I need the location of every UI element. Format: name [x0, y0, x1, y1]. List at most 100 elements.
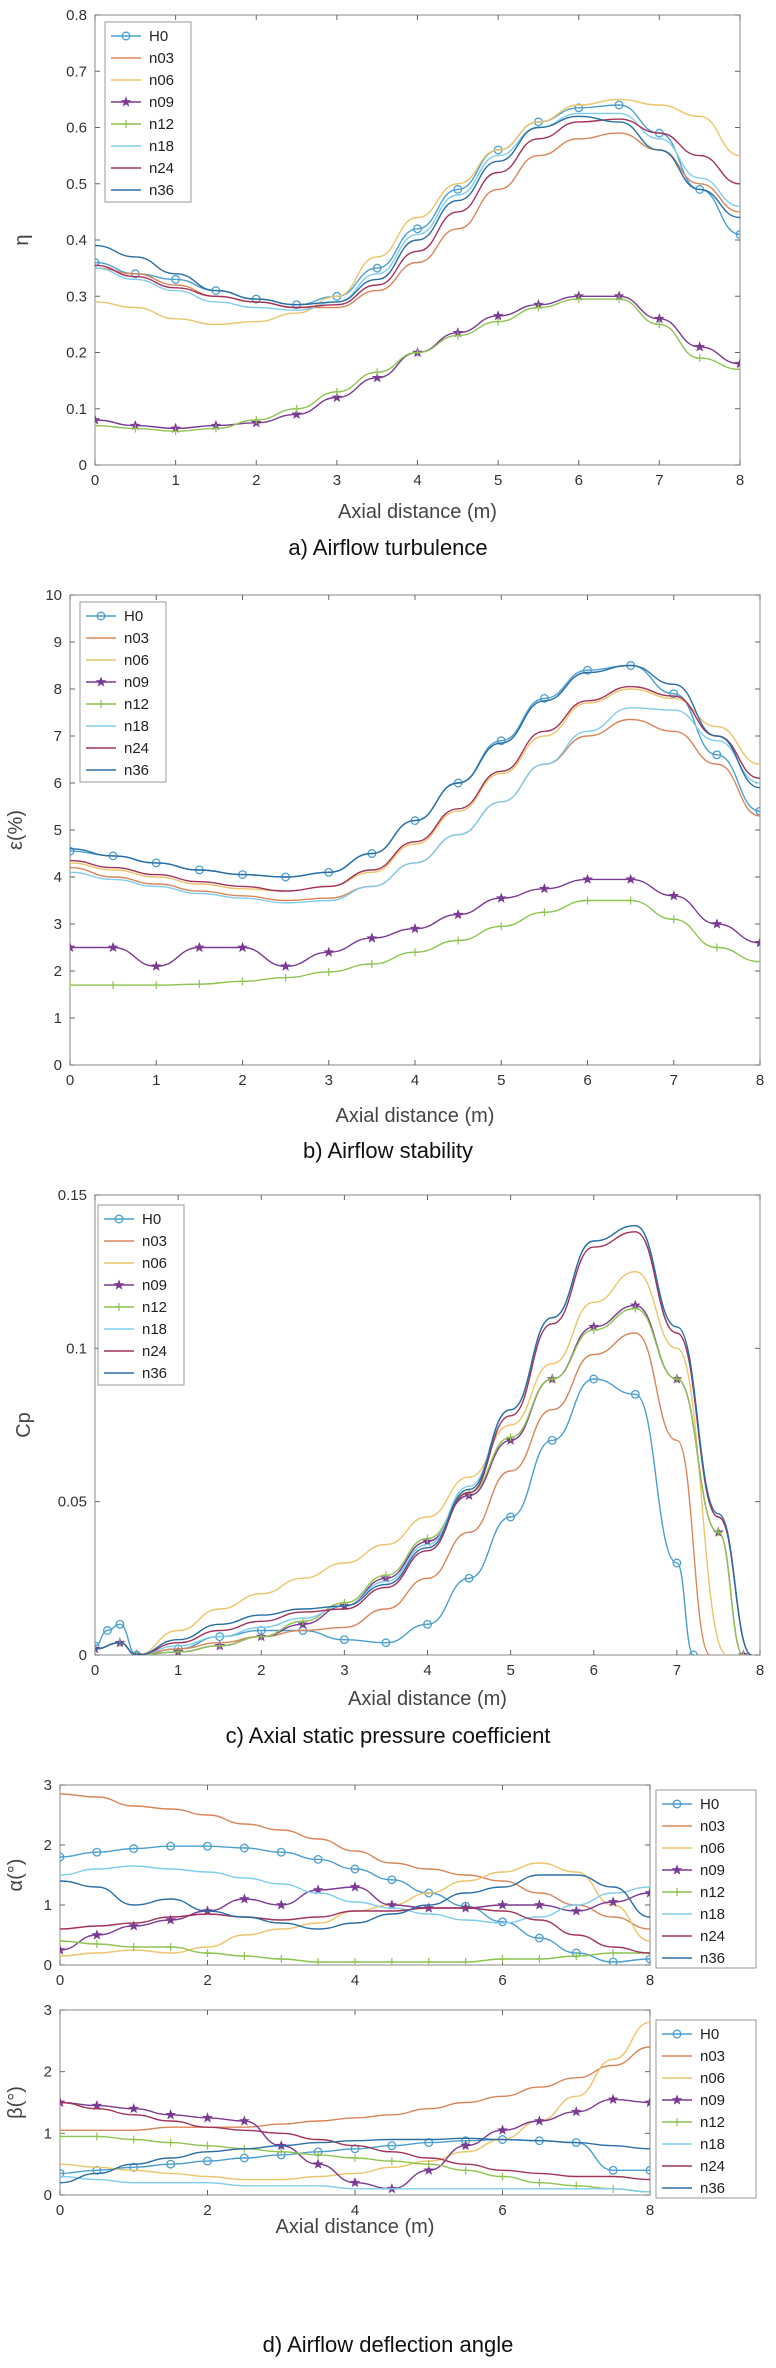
data-point-n12 — [655, 320, 664, 329]
data-point-H0 — [203, 1841, 212, 1851]
legend-label: n18 — [149, 138, 174, 155]
data-point-n12 — [453, 331, 462, 340]
series-n12 — [95, 295, 740, 436]
data-point-n12 — [203, 2141, 212, 2150]
data-point-H0 — [60, 1852, 65, 1862]
x-tick-label: 7 — [655, 472, 663, 489]
legend-item-n18: n18 — [111, 138, 174, 155]
x-tick-label: 8 — [756, 1662, 764, 1679]
y-axis-label: β(°) — [5, 2086, 27, 2119]
data-point-n09 — [60, 1944, 66, 1955]
data-point-H0 — [171, 274, 181, 284]
data-point-n12 — [615, 295, 624, 304]
series-line-n18 — [70, 707, 760, 904]
y-tick-label: 4 — [54, 869, 62, 886]
data-point-n12 — [411, 948, 419, 957]
data-point-n12 — [70, 981, 74, 990]
data-point-n09 — [291, 408, 302, 420]
data-point-n12 — [215, 1641, 224, 1650]
data-point-n12 — [60, 1937, 64, 1945]
legend-label: n36 — [142, 1365, 167, 1382]
data-point-n12 — [497, 922, 506, 931]
data-point-n09 — [497, 1899, 508, 1910]
data-point-n12 — [540, 908, 549, 917]
data-point-n12 — [461, 1958, 470, 1965]
y-tick-label: 2 — [44, 1837, 52, 1854]
series-line-n24 — [60, 2101, 650, 2181]
data-point-n12 — [92, 2132, 101, 2141]
data-point-H0 — [614, 100, 624, 110]
data-point-H0 — [115, 1619, 125, 1629]
y-axis-label: α(°) — [5, 1859, 27, 1892]
data-point-n09 — [331, 391, 343, 403]
x-tick-label: 3 — [340, 1662, 348, 1679]
legend: H0 n03 n06 n09 n12 n18 n24 n36 — [79, 601, 167, 783]
data-point-n12 — [171, 427, 180, 436]
data-point-n12 — [238, 977, 247, 986]
series-n06 — [95, 98, 740, 326]
legend-label: n03 — [149, 50, 174, 67]
series-n03 — [60, 2046, 650, 2131]
legend-item-n24: n24 — [86, 740, 149, 757]
data-point-n09 — [607, 1896, 619, 1907]
data-point-H0 — [95, 258, 100, 267]
y-tick-label: 0 — [44, 2187, 52, 2204]
data-point-H0 — [70, 846, 75, 856]
data-point-H0 — [413, 224, 422, 234]
data-point-n09 — [349, 2177, 361, 2188]
y-tick-label: 0 — [79, 1647, 87, 1664]
data-point-n09 — [409, 923, 421, 934]
data-point-H0 — [129, 1844, 139, 1854]
data-point-n09 — [128, 2103, 140, 2114]
y-tick-label: 3 — [54, 916, 62, 933]
data-point-n09 — [323, 946, 335, 957]
data-point-H0 — [608, 1957, 618, 1965]
data-point-n12 — [195, 980, 204, 989]
data-point-n12 — [166, 1943, 175, 1951]
data-point-n12 — [387, 1958, 396, 1965]
x-tick-label: 1 — [152, 1072, 160, 1089]
data-point-H0 — [424, 2138, 434, 2148]
data-point-n09 — [533, 1899, 545, 1910]
series-n36 — [60, 2137, 650, 2184]
data-point-H0 — [92, 2165, 102, 2175]
data-point-n09 — [107, 941, 119, 953]
series-n24 — [60, 1907, 650, 1954]
legend-item-H0: H0 — [662, 2026, 719, 2043]
data-point-n12 — [332, 387, 341, 396]
legend-label: n09 — [149, 94, 174, 111]
legend-label: H0 — [700, 2026, 719, 2043]
x-tick-label: 8 — [736, 472, 744, 489]
legend-item-n03: n03 — [86, 630, 149, 647]
x-tick-label: 8 — [646, 1972, 654, 1989]
data-point-n09 — [312, 1884, 324, 1895]
y-tick-label: 3 — [44, 2002, 52, 2019]
legend-label: n36 — [149, 182, 174, 199]
series-n36 — [95, 1224, 753, 1655]
legend: H0 n03 n06 n09 n12 n18 n24 n36 — [97, 1204, 185, 1386]
data-point-n12 — [461, 2166, 470, 2175]
data-point-n09 — [280, 960, 292, 971]
data-point-n09 — [165, 1914, 177, 1925]
data-point-H0 — [92, 1847, 102, 1857]
plot-frame — [69, 594, 761, 1066]
legend-item-n12: n12 — [86, 696, 149, 713]
legend-item-n18: n18 — [86, 718, 149, 735]
legend-label: n36 — [700, 2180, 725, 2197]
data-point-H0 — [453, 184, 463, 194]
legend-item-n36: n36 — [662, 1950, 725, 1967]
data-point-n09 — [711, 918, 723, 929]
data-point-H0 — [645, 1954, 650, 1964]
legend-marker — [114, 1214, 124, 1224]
y-axis-label: ε(%) — [5, 810, 27, 850]
data-point-n12 — [351, 2154, 359, 2162]
y-tick-label: 0.5 — [66, 176, 87, 193]
y-tick-label: 0.05 — [58, 1494, 87, 1511]
legend-item-n06: n06 — [662, 2070, 725, 2087]
data-point-H0 — [387, 2141, 397, 2151]
data-point-n09 — [607, 2093, 619, 2105]
data-point-n12 — [129, 2135, 138, 2144]
data-point-n12 — [95, 421, 99, 430]
data-point-n09 — [366, 932, 378, 943]
data-point-n12 — [203, 1949, 212, 1957]
